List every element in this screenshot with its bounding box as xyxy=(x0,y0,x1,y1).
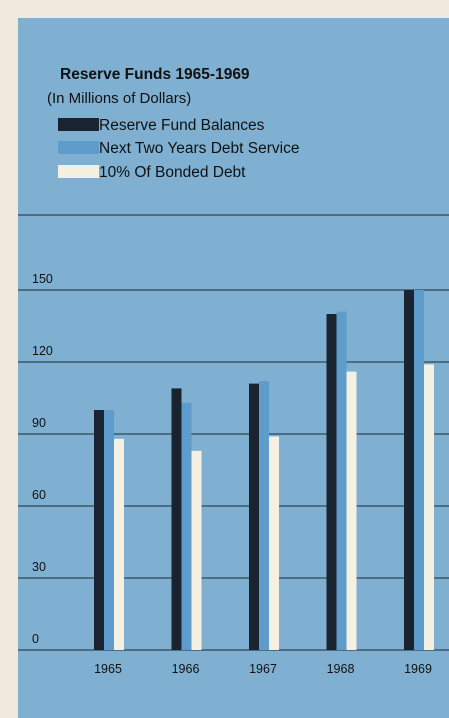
x-tick-label-1968: 1968 xyxy=(327,662,355,676)
y-tick-label-30: 30 xyxy=(32,560,46,574)
legend-swatch-reserve-fund-balances xyxy=(58,118,99,131)
legend-item-bonded-debt: 10% Of Bonded Debt xyxy=(58,164,246,181)
bar-10-of-bonded-debt-1967 xyxy=(269,436,279,650)
bar-reserve-fund-balances-1966 xyxy=(171,388,182,650)
x-tick-label-1967: 1967 xyxy=(249,662,277,676)
legend-label-next-two-years-debt-service: Next Two Years Debt Service xyxy=(99,140,299,157)
bar-reserve-fund-balances-1965 xyxy=(94,410,104,650)
bar-10-of-bonded-debt-1968 xyxy=(346,371,357,650)
gridlines xyxy=(18,289,449,651)
bar-10-of-bonded-debt-1965 xyxy=(114,438,124,650)
chart-panel: Reserve Funds 1965-1969 (In Millions of … xyxy=(18,18,449,718)
legend-item-reserve-fund-balances: Reserve Fund Balances xyxy=(58,117,265,134)
y-tick-label-120: 120 xyxy=(32,344,53,358)
bar-reserve-fund-balances-1968 xyxy=(326,314,337,650)
bar-next-two-years-debt-service-1967 xyxy=(259,381,269,650)
legend-label-reserve-fund-balances: Reserve Fund Balances xyxy=(99,117,265,134)
legend-swatch-next-two-years-debt-service xyxy=(58,141,99,154)
chart-title: Reserve Funds 1965-1969 xyxy=(60,66,250,83)
chart-subtitle: (In Millions of Dollars) xyxy=(47,90,191,107)
legend: Reserve Fund Balances Next Two Years Deb… xyxy=(58,117,299,181)
x-axis-tick-labels: 1965 1966 1967 1968 1969 xyxy=(94,662,432,676)
y-tick-label-0: 0 xyxy=(32,632,39,646)
bar-10-of-bonded-debt-1969 xyxy=(424,364,434,650)
bar-next-two-years-debt-service-1968 xyxy=(336,311,347,650)
y-axis-tick-labels: 0 30 60 90 120 150 xyxy=(32,272,53,646)
y-tick-label-60: 60 xyxy=(32,488,46,502)
bar-next-two-years-debt-service-1966 xyxy=(181,402,192,650)
y-tick-label-150: 150 xyxy=(32,272,53,286)
x-tick-label-1966: 1966 xyxy=(172,662,200,676)
bar-next-two-years-debt-service-1965 xyxy=(104,410,114,650)
bar-next-two-years-debt-service-1969 xyxy=(414,290,424,650)
legend-item-next-two-years-debt-service: Next Two Years Debt Service xyxy=(58,140,299,157)
y-tick-label-90: 90 xyxy=(32,416,46,430)
bar-reserve-fund-balances-1969 xyxy=(404,290,414,650)
x-tick-label-1965: 1965 xyxy=(94,662,122,676)
bar-10-of-bonded-debt-1966 xyxy=(191,450,202,650)
legend-label-bonded-debt: 10% Of Bonded Debt xyxy=(99,164,246,181)
chart-svg: Reserve Funds 1965-1969 (In Millions of … xyxy=(18,66,449,676)
x-tick-label-1969: 1969 xyxy=(404,662,432,676)
bar-reserve-fund-balances-1967 xyxy=(249,383,259,650)
legend-swatch-bonded-debt xyxy=(58,165,99,178)
bars xyxy=(94,290,434,650)
